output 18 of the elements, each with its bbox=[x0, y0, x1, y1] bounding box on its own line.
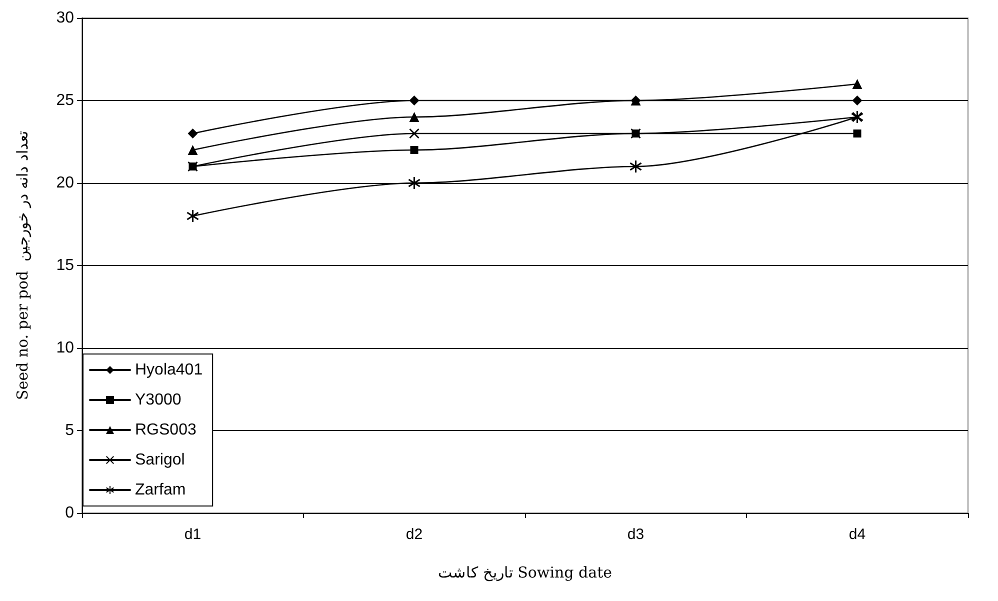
x-tick-label: d2 bbox=[406, 526, 423, 543]
y-tick-label: 15 bbox=[56, 257, 74, 274]
x-tick-label: d3 bbox=[627, 526, 644, 543]
legend-label: Hyola401 bbox=[135, 362, 203, 378]
legend-label: Y3000 bbox=[135, 392, 182, 408]
x-tick-label: d1 bbox=[184, 526, 202, 543]
legend-label: Sarigol bbox=[135, 452, 185, 468]
x-tick-label: d4 bbox=[848, 526, 866, 543]
y-tick-label: 25 bbox=[56, 92, 74, 109]
y-tick-label: 30 bbox=[56, 10, 74, 26]
x-axis-title: تاریخ کاشت Sowing date bbox=[438, 564, 612, 582]
y-tick-label: 5 bbox=[65, 422, 74, 439]
legend-label: RGS003 bbox=[135, 422, 196, 438]
legend-label: Zarfam bbox=[135, 482, 186, 498]
y-tick-label: 0 bbox=[65, 504, 74, 522]
y-axis-title: Seed no. per pod تعداد دانه در خورجین bbox=[14, 131, 32, 400]
y-tick-label: 10 bbox=[56, 340, 74, 356]
y-tick-label: 20 bbox=[56, 174, 74, 192]
